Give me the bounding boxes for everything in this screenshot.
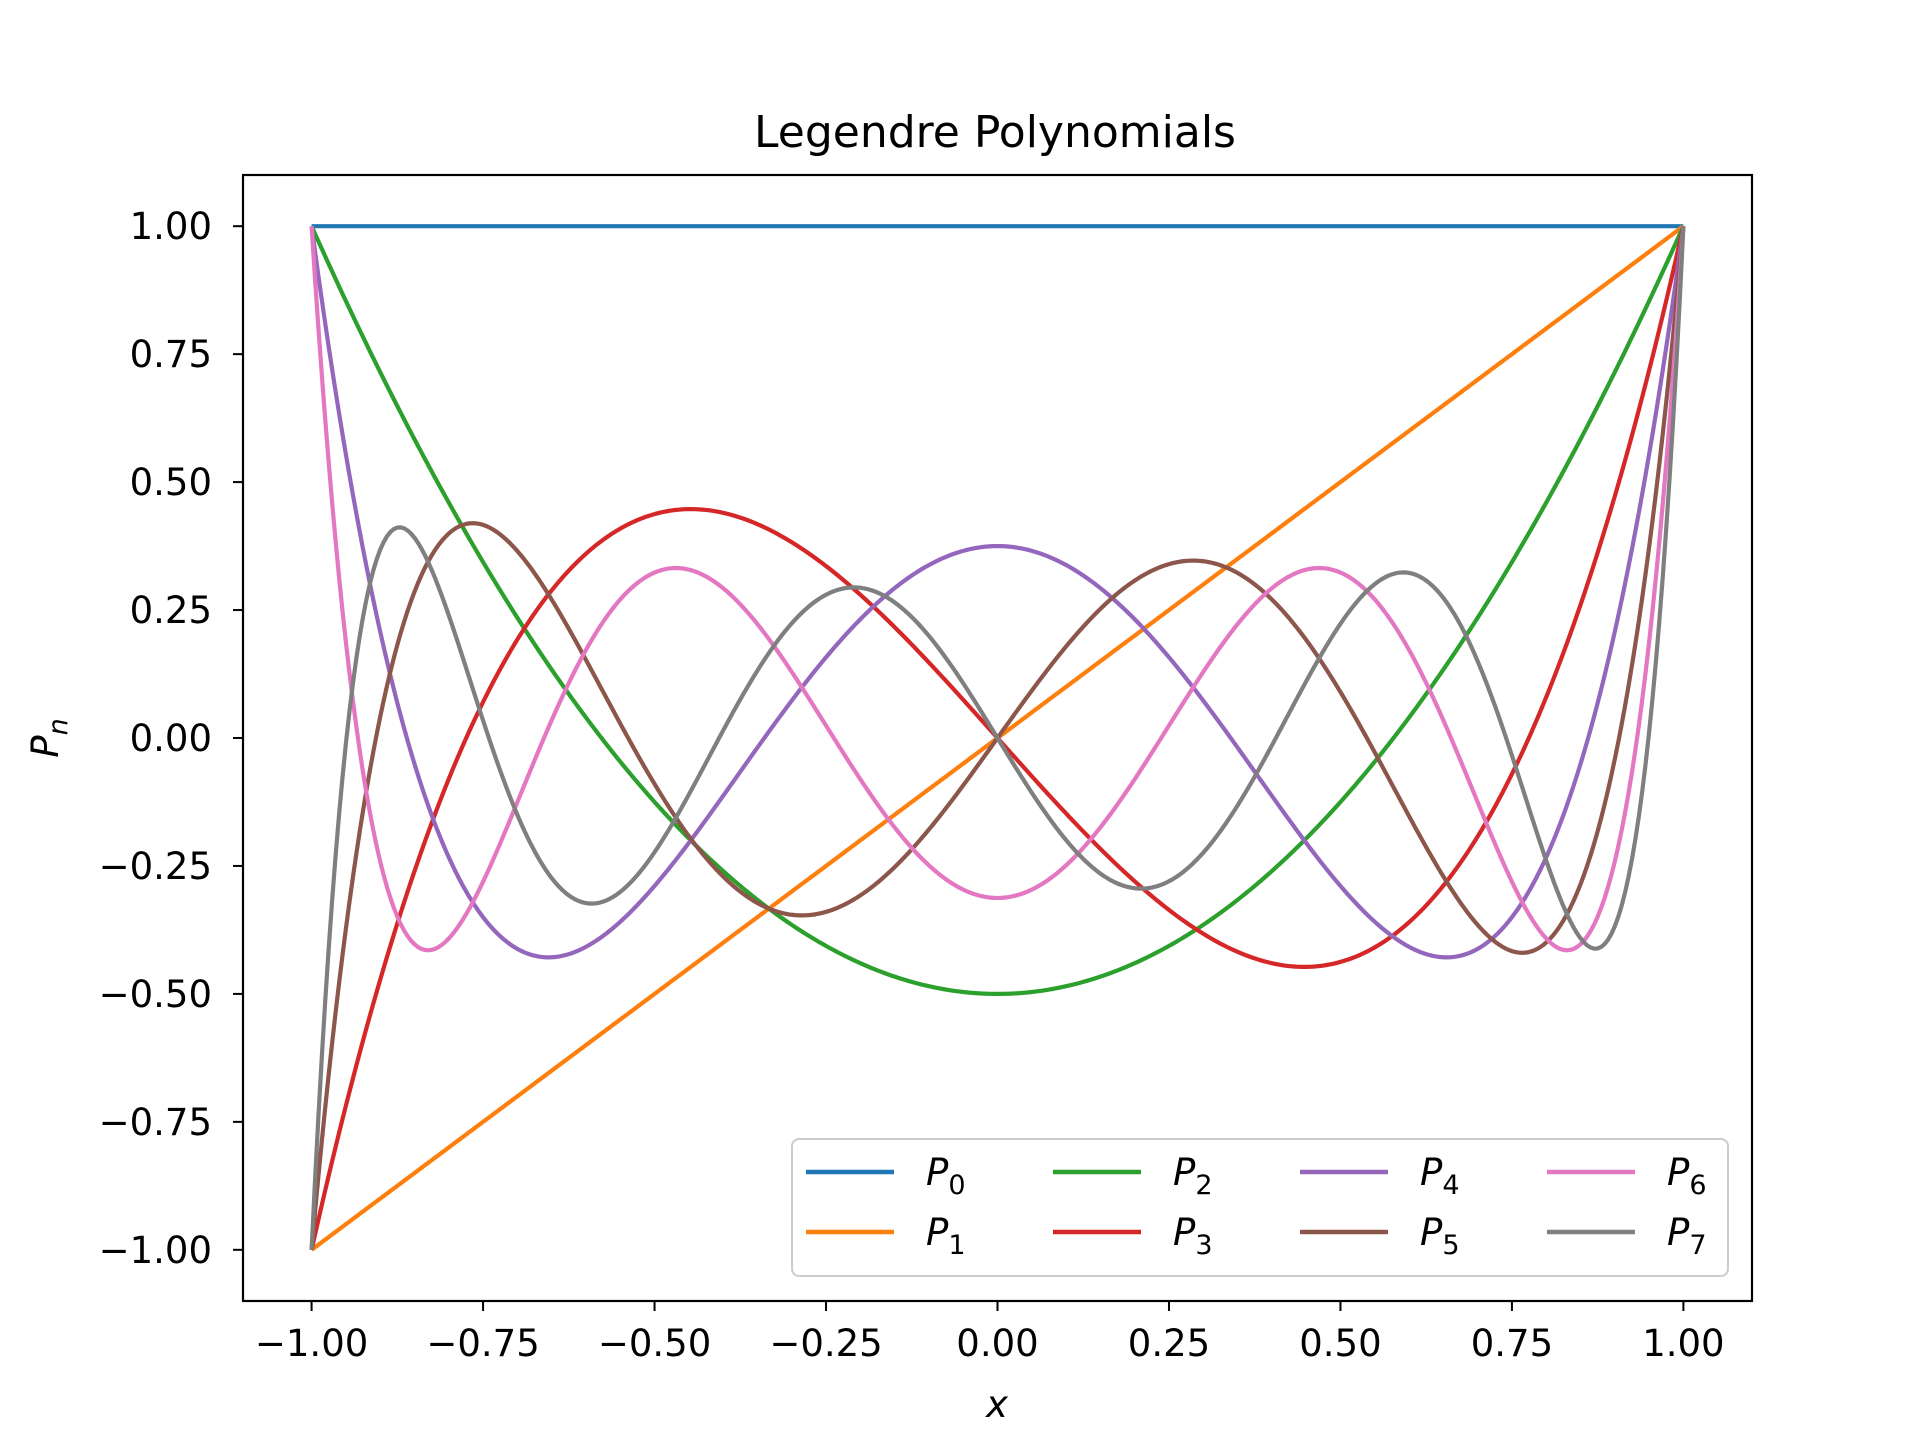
legend-label-main: P [1667, 1211, 1690, 1254]
svg-text:Pn: Pn [24, 718, 74, 757]
x-tick-label: 1.00 [1642, 1322, 1724, 1365]
y-tick-label: 1.00 [130, 205, 212, 248]
legend-label: P4 [1420, 1151, 1460, 1201]
legend-item-p6: P6 [1547, 1151, 1707, 1201]
y-axis-label-subscript: n [43, 718, 74, 735]
y-axis-label: Pn [24, 718, 74, 757]
legend-label-main: P [1173, 1151, 1196, 1194]
x-tick-label: −1.00 [255, 1322, 368, 1365]
legend-label-main: P [926, 1151, 949, 1194]
series-line-p4 [309, 225, 1686, 960]
x-axis-label: x [985, 1383, 1009, 1426]
legend-label: P7 [1667, 1211, 1707, 1261]
legend-label-main: P [926, 1211, 949, 1254]
y-axis-label-main: P [24, 735, 67, 758]
legend-item-p0: P0 [806, 1151, 966, 1201]
y-axis: 1.00 0.75 0.50 0.25 0.00 −0.25 −0.50 −0.75 −1.00 [99, 205, 243, 1272]
legend-box [791, 1138, 1729, 1277]
legend-label-subscript: 0 [948, 1170, 965, 1201]
x-tick-label: 0.25 [1128, 1322, 1210, 1365]
legend-label-main: P [1667, 1151, 1690, 1194]
plot-area [241, 173, 1754, 1303]
series-line-p7 [309, 226, 1686, 1250]
legend-label-main: P [1420, 1211, 1443, 1254]
legend-label-subscript: 3 [1195, 1230, 1212, 1261]
y-tick-label: 0.00 [130, 717, 212, 760]
chart-title: Legendre Polynomials [754, 107, 1236, 158]
legend-item-p7: P7 [1547, 1211, 1707, 1261]
legend-label-subscript: 6 [1689, 1170, 1706, 1201]
x-tick-label: −0.25 [769, 1322, 882, 1365]
legend-label-subscript: 7 [1689, 1230, 1706, 1261]
legend-item-p2: P2 [1053, 1151, 1213, 1201]
x-tick-label: 0.00 [956, 1322, 1038, 1365]
legend-item-p5: P5 [1300, 1211, 1460, 1261]
legend-label: P6 [1667, 1151, 1707, 1201]
series-layer [309, 224, 1686, 1252]
x-tick-label: 0.50 [1299, 1322, 1381, 1365]
legend-label-subscript: 1 [948, 1230, 965, 1261]
legend-label-subscript: 4 [1442, 1170, 1459, 1201]
x-axis: −1.00 −0.75 −0.50 −0.25 0.00 0.25 0.50 0.75 1.00 [255, 1301, 1725, 1365]
series-line-p6 [309, 226, 1686, 953]
x-tick-label: −0.75 [426, 1322, 539, 1365]
legend-label-subscript: 2 [1195, 1170, 1212, 1201]
x-tick-label: 0.75 [1471, 1322, 1553, 1365]
y-tick-label: 0.75 [130, 333, 212, 376]
legend-label: P3 [1173, 1211, 1213, 1261]
legend-item-p3: P3 [1053, 1211, 1213, 1261]
legend-label: P0 [926, 1151, 966, 1201]
y-tick-label: 0.25 [130, 589, 212, 632]
x-tick-label: −0.50 [598, 1322, 711, 1365]
legend-label-subscript: 5 [1442, 1230, 1459, 1261]
y-tick-label: −0.75 [99, 1101, 212, 1144]
series-line-p2 [309, 225, 1686, 997]
legend-label: P2 [1173, 1151, 1213, 1201]
y-tick-label: −0.25 [99, 845, 212, 888]
legend-label: P5 [1420, 1211, 1460, 1261]
y-tick-label: −1.00 [99, 1229, 212, 1272]
y-tick-label: 0.50 [130, 461, 212, 504]
legend-label-main: P [1420, 1151, 1443, 1194]
legend-item-p1: P1 [806, 1211, 966, 1261]
legend-item-p4: P4 [1300, 1151, 1460, 1201]
legend-label-main: P [1173, 1211, 1196, 1254]
y-tick-label: −0.50 [99, 973, 212, 1016]
legend-label: P1 [926, 1211, 966, 1261]
